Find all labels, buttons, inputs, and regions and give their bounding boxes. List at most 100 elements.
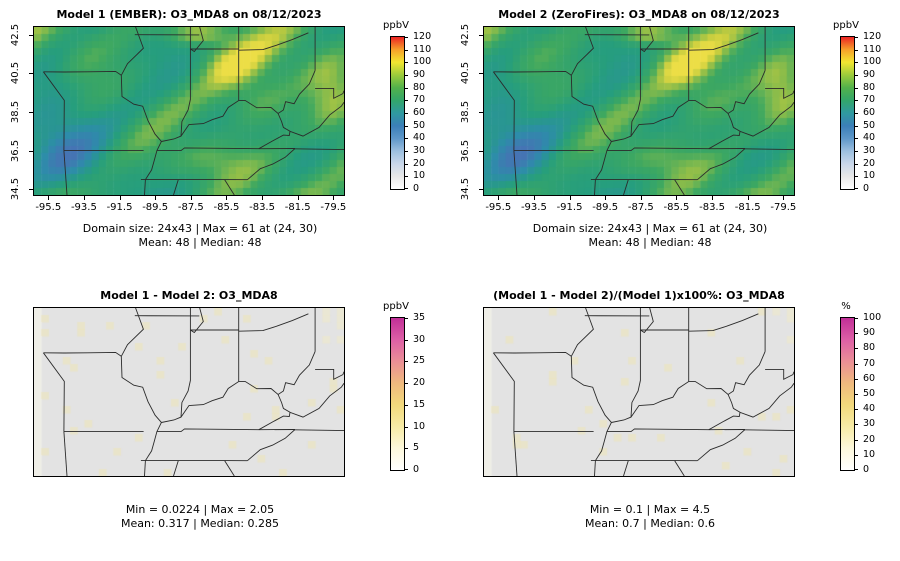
x-axis-tick-label: -83.5	[249, 202, 275, 213]
colorbar-gradient	[840, 36, 855, 190]
state-boundary-line	[765, 87, 794, 100]
state-boundary-line	[258, 383, 344, 431]
y-axis-tick-label: 38.5	[10, 100, 21, 124]
colorbar-tick-mark	[854, 454, 858, 456]
colorbar-tick-label: 120	[863, 31, 882, 42]
state-boundary-line	[190, 27, 204, 53]
colorbar-tick-mark	[404, 75, 408, 76]
colorbar-tick-mark	[404, 37, 408, 38]
map-canvas	[484, 308, 794, 476]
x-axis-tick-label: -85.5	[663, 202, 690, 213]
x-axis-tick-mark	[297, 196, 299, 200]
stats-line-2: Mean: 48 | Median: 48	[588, 236, 712, 249]
colorbar-tick-mark	[854, 37, 858, 38]
x-axis-tick-mark	[262, 196, 264, 200]
x-axis-tick-mark	[119, 196, 121, 200]
colorbar: % 0 10 20 30 40 50 60 70 80 90 100	[838, 301, 900, 501]
x-axis-tick-mark	[533, 196, 535, 200]
x-axis-tick-mark	[190, 196, 192, 200]
colorbar-tick-label: 10	[413, 420, 426, 432]
state-boundary-line	[606, 428, 746, 433]
x-axis-tick-mark	[155, 196, 157, 200]
state-boundary-line	[238, 32, 309, 51]
x-axis-tick-label: -95.5	[35, 202, 62, 213]
colorbar-tick-mark	[404, 383, 408, 385]
map-canvas	[34, 308, 344, 476]
colorbar-tick-label: 40	[863, 132, 876, 144]
state-boundary-line	[180, 308, 191, 418]
colorbar-tick-mark	[404, 426, 408, 428]
colorbar-tick-mark	[854, 378, 858, 380]
state-boundary-line	[161, 351, 316, 423]
x-axis-tick-mark	[747, 196, 749, 200]
colorbar-tick-label: 60	[863, 372, 876, 384]
map-canvas	[484, 27, 794, 195]
x-axis-tick-label: -91.5	[556, 202, 583, 213]
state-boundary-line	[43, 351, 122, 357]
panel-title: Model 2 (ZeroFires): O3_MDA8 on 08/12/20…	[498, 8, 780, 21]
colorbar-tick-mark	[854, 439, 858, 441]
colorbar-label: ppbV	[833, 20, 859, 31]
colorbar-tick-label: 20	[863, 433, 876, 445]
colorbar-tick-mark	[404, 404, 408, 406]
colorbar-tick-mark	[854, 75, 858, 76]
colorbar-tick-label: 50	[413, 119, 426, 131]
colorbar-tick-label: 15	[413, 398, 426, 410]
colorbar-tick-label: 50	[863, 119, 876, 131]
state-boundary-line	[744, 148, 794, 151]
colorbar-tick-label: 0	[413, 183, 420, 194]
state-boundary-line	[238, 313, 309, 332]
state-boundary-line	[224, 460, 235, 476]
colorbar-tick-label: 0	[863, 464, 870, 475]
colorbar-tick-label: 40	[863, 403, 876, 415]
x-axis-tick-mark	[48, 196, 50, 200]
y-axis-tick-mark	[479, 73, 483, 75]
y-axis-tick-label: 36.5	[460, 139, 471, 162]
state-boundary-line	[727, 113, 741, 132]
colorbar-tick-mark	[854, 100, 858, 102]
colorbar-gradient	[390, 317, 405, 471]
colorbar-tick-mark	[404, 163, 408, 165]
colorbar-tick-label: 10	[863, 170, 876, 182]
stats-line-1: Domain size: 24x43 | Max = 61 at (24, 30…	[82, 222, 318, 235]
colorbar-tick-mark	[854, 188, 858, 189]
y-axis-tick-mark	[29, 189, 33, 191]
state-boundaries-overlay	[43, 27, 344, 195]
state-boundary-line	[294, 148, 344, 151]
colorbar-tick-label: 30	[413, 333, 426, 345]
state-boundary-line	[570, 308, 612, 476]
state-boundary-line	[180, 27, 191, 137]
colorbar-tick-label: 70	[863, 357, 876, 369]
panel-title: (Model 1 - Model 2)/(Model 1)x100%: O3_M…	[493, 289, 785, 302]
colorbar-tick-mark	[854, 62, 858, 64]
colorbar-tick-label: 30	[413, 145, 426, 156]
y-axis-tick-mark	[479, 150, 483, 152]
x-axis-tick-label: -93.5	[520, 202, 547, 213]
colorbar-ticks: 0 5 10 15 20 25 30 35	[404, 313, 449, 475]
colorbar-tick-label: 0	[863, 183, 870, 194]
colorbar-tick-label: 25	[413, 355, 426, 367]
colorbar-tick-mark	[404, 188, 408, 189]
colorbar-tick-mark	[854, 138, 858, 140]
colorbar-tick-mark	[854, 176, 858, 178]
state-boundary-line	[190, 308, 204, 334]
state-boundary-line	[224, 179, 235, 195]
colorbar-tick-mark	[854, 113, 858, 114]
x-axis-tick-mark	[498, 196, 500, 200]
x-axis-tick-mark	[783, 196, 785, 200]
state-boundary-line	[315, 368, 344, 381]
y-axis-tick-mark	[29, 150, 33, 152]
colorbar-tick-mark	[404, 176, 408, 178]
y-axis-tick-mark	[29, 111, 33, 113]
state-boundary-line	[697, 148, 746, 181]
colorbar-tick-label: 10	[863, 448, 876, 460]
colorbar-tick-mark	[404, 448, 408, 450]
colorbar: ppbV 0 10 20 30 40 50 60 70 80 90 100 110 120	[383, 20, 450, 220]
colorbar-tick-mark	[854, 394, 858, 395]
colorbar-tick-mark	[854, 125, 858, 127]
colorbar-tick-mark	[404, 87, 408, 89]
colorbar-tick-mark	[854, 424, 858, 426]
colorbar-tick-mark	[854, 87, 858, 89]
y-axis-tick-label: 42.5	[460, 23, 471, 46]
